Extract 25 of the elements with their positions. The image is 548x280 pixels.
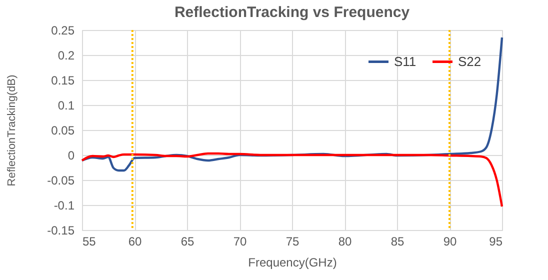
- y-tick-label: -0.15: [47, 224, 75, 238]
- y-tick-label: 0.25: [51, 24, 75, 38]
- legend-label: S11: [394, 54, 416, 69]
- x-tick-label: 60: [128, 234, 142, 248]
- x-tick-label: 90: [443, 234, 457, 248]
- x-tick-label: 85: [390, 234, 404, 248]
- y-tick-label: 0: [68, 148, 75, 162]
- line-series: [80, 36, 504, 172]
- x-tick-label: 65: [180, 234, 194, 248]
- x-axis-title: Frequency(GHz): [248, 256, 337, 270]
- line-series: [80, 152, 504, 208]
- x-tick-label: 75: [286, 234, 300, 248]
- y-tick-label: 0.2: [58, 48, 75, 62]
- y-tick-label: 0.1: [58, 98, 75, 112]
- x-tick-label: 80: [338, 234, 352, 248]
- y-axis-title: ReflectionTracking(dB): [6, 74, 18, 186]
- y-tick-label: 0.05: [51, 124, 75, 138]
- x-tick-label: 70: [233, 234, 247, 248]
- chart-title: ReflectionTracking vs Frequency: [174, 4, 410, 21]
- y-tick-label: -0.05: [47, 174, 75, 188]
- y-tick-label: 0.15: [51, 74, 75, 88]
- x-tick-label: 55: [82, 234, 96, 248]
- x-tick-label: 95: [489, 234, 503, 248]
- legend-label: S22: [458, 54, 482, 69]
- y-tick-label: -0.1: [54, 198, 75, 212]
